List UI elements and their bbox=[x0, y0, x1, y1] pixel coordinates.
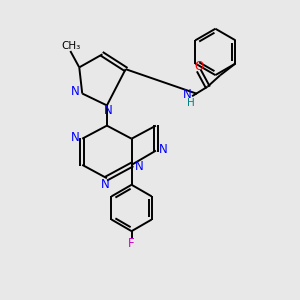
Text: N: N bbox=[183, 88, 192, 101]
Text: H: H bbox=[187, 98, 194, 108]
Text: N: N bbox=[101, 178, 110, 191]
Text: CH₃: CH₃ bbox=[61, 41, 81, 51]
Text: N: N bbox=[135, 160, 143, 173]
Text: N: N bbox=[71, 131, 80, 144]
Text: N: N bbox=[159, 142, 168, 156]
Text: N: N bbox=[104, 104, 113, 117]
Text: F: F bbox=[128, 237, 135, 250]
Text: N: N bbox=[71, 85, 80, 98]
Text: O: O bbox=[194, 60, 203, 73]
